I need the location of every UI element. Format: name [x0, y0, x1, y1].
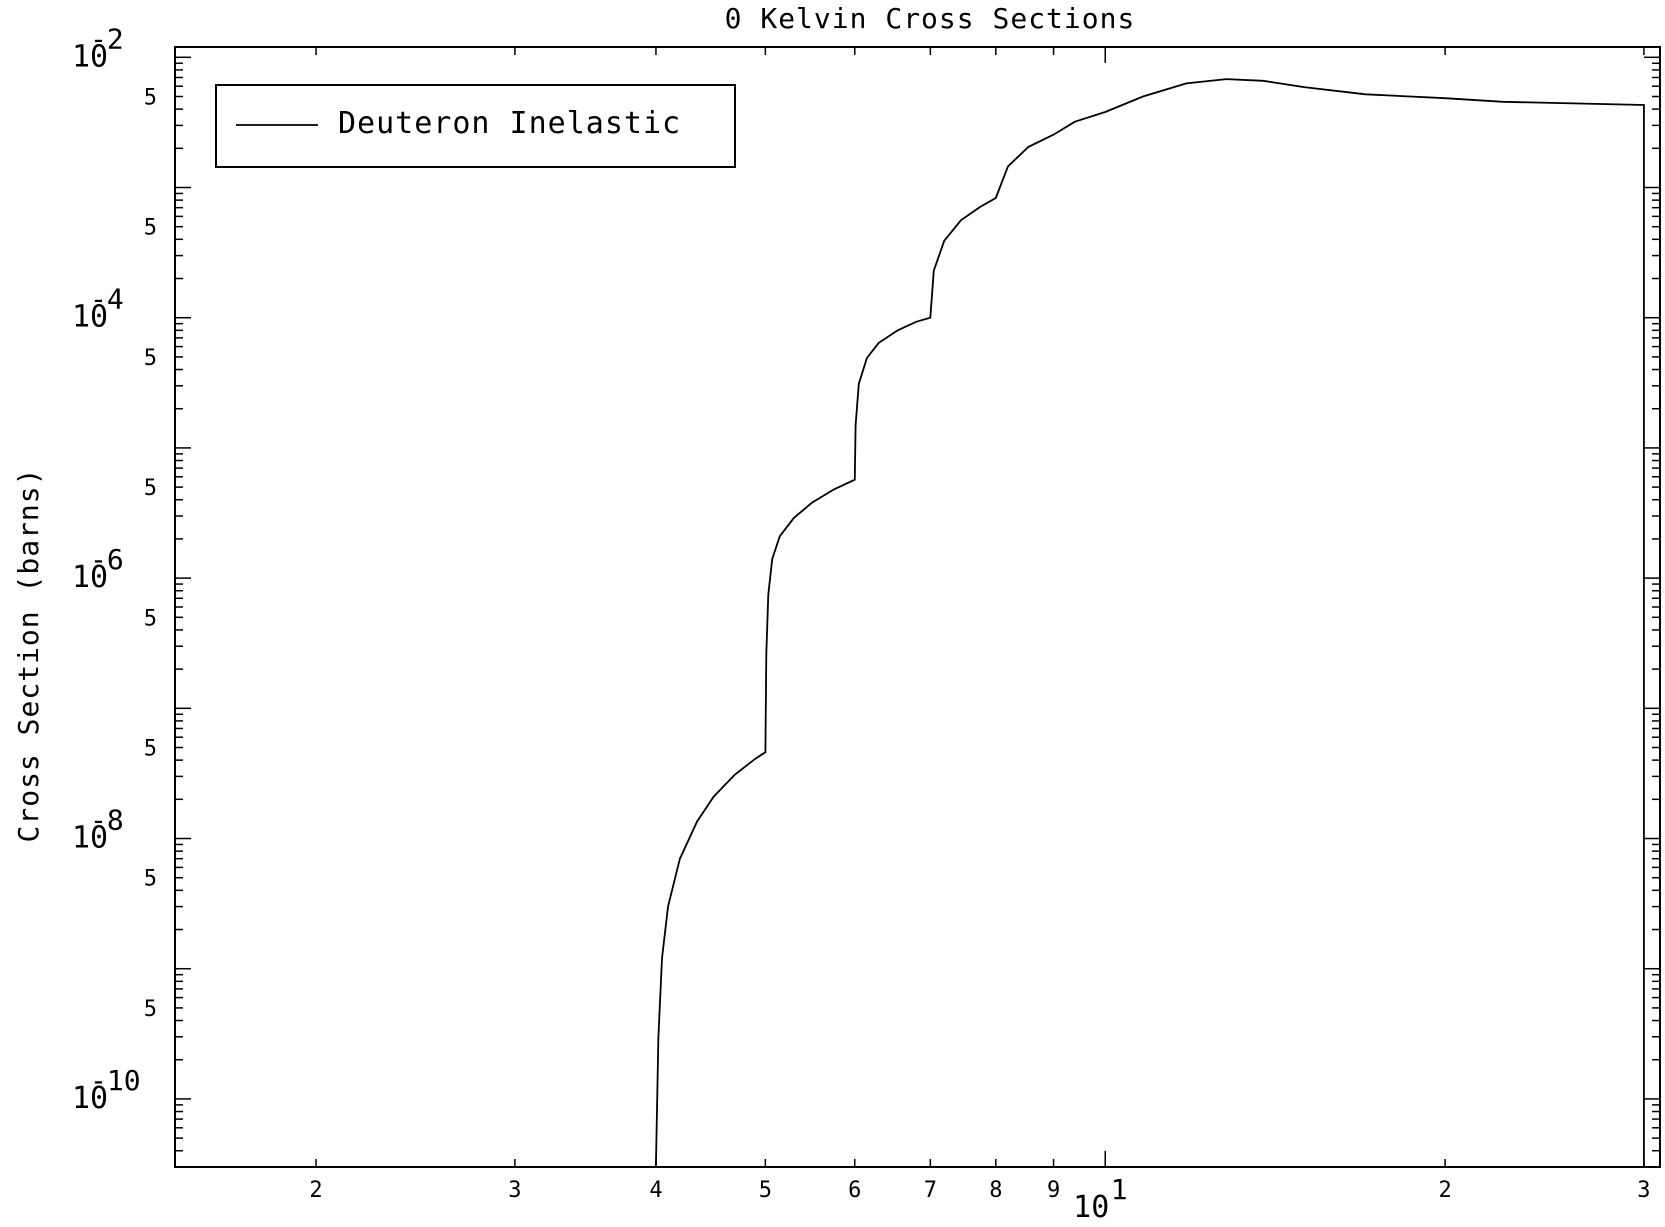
series-group	[655, 78, 1645, 1168]
legend-label: Deuteron Inelastic	[338, 106, 681, 141]
y-major-base: 10	[72, 821, 108, 856]
x-tick-label: 2	[309, 1178, 322, 1203]
x-major-tick-label: 101	[1073, 1173, 1127, 1225]
x-major-exp: 1	[1111, 1173, 1128, 1206]
y-major-tick-label: 10-10	[72, 1064, 141, 1116]
y-major-base: 10	[72, 300, 108, 335]
y-major-exp: -4	[90, 283, 124, 316]
y-minor-tick-label: 5	[144, 606, 157, 631]
y-minor-tick-label: 5	[144, 737, 157, 762]
x-tick-label: 2	[1438, 1178, 1451, 1203]
y-axis-label: Cross Section (barns)	[12, 467, 45, 842]
y-major-exp: -10	[90, 1064, 141, 1097]
y-major-base: 10	[72, 39, 108, 74]
y-major-tick-label: 10-2	[72, 22, 124, 74]
y-minor-tick-label: 5	[144, 216, 157, 241]
chart-title: 0 Kelvin Cross Sections	[725, 2, 1136, 35]
y-major-base: 10	[72, 560, 108, 595]
x-tick-label: 7	[924, 1178, 937, 1203]
series-line	[655, 78, 1645, 1168]
legend: Deuteron Inelastic	[215, 84, 736, 168]
y-minor-tick-label: 5	[144, 867, 157, 892]
y-minor-tick-label: 5	[144, 476, 157, 501]
x-major-base: 10	[1073, 1190, 1109, 1225]
y-major-exp: -8	[90, 804, 124, 837]
y-minor-tick-label: 5	[144, 997, 157, 1022]
y-major-exp: -2	[90, 22, 124, 55]
x-tick-label: 3	[1637, 1178, 1650, 1203]
y-major-base: 10	[72, 1081, 108, 1116]
plot-frame	[174, 46, 1661, 1168]
axis-ticks	[175, 47, 1660, 1168]
x-tick-label: 9	[1047, 1178, 1060, 1203]
y-major-exp: -6	[90, 543, 124, 576]
x-tick-label: 4	[649, 1178, 662, 1203]
legend-box	[215, 84, 736, 168]
y-minor-tick-label: 5	[144, 346, 157, 371]
x-tick-label: 3	[508, 1178, 521, 1203]
y-major-tick-label: 10-4	[72, 283, 124, 335]
y-major-tick-label: 10-6	[72, 543, 124, 595]
x-tick-label: 5	[759, 1178, 772, 1203]
y-minor-tick-label: 5	[144, 86, 157, 111]
x-tick-label: 6	[848, 1178, 861, 1203]
x-tick-label: 8	[989, 1178, 1002, 1203]
y-major-tick-label: 10-8	[72, 804, 124, 856]
axis-tick-labels: 2 3 4 5 6 7 8 9 2 310110-210-410-610-810-10555555…	[72, 22, 1651, 1225]
